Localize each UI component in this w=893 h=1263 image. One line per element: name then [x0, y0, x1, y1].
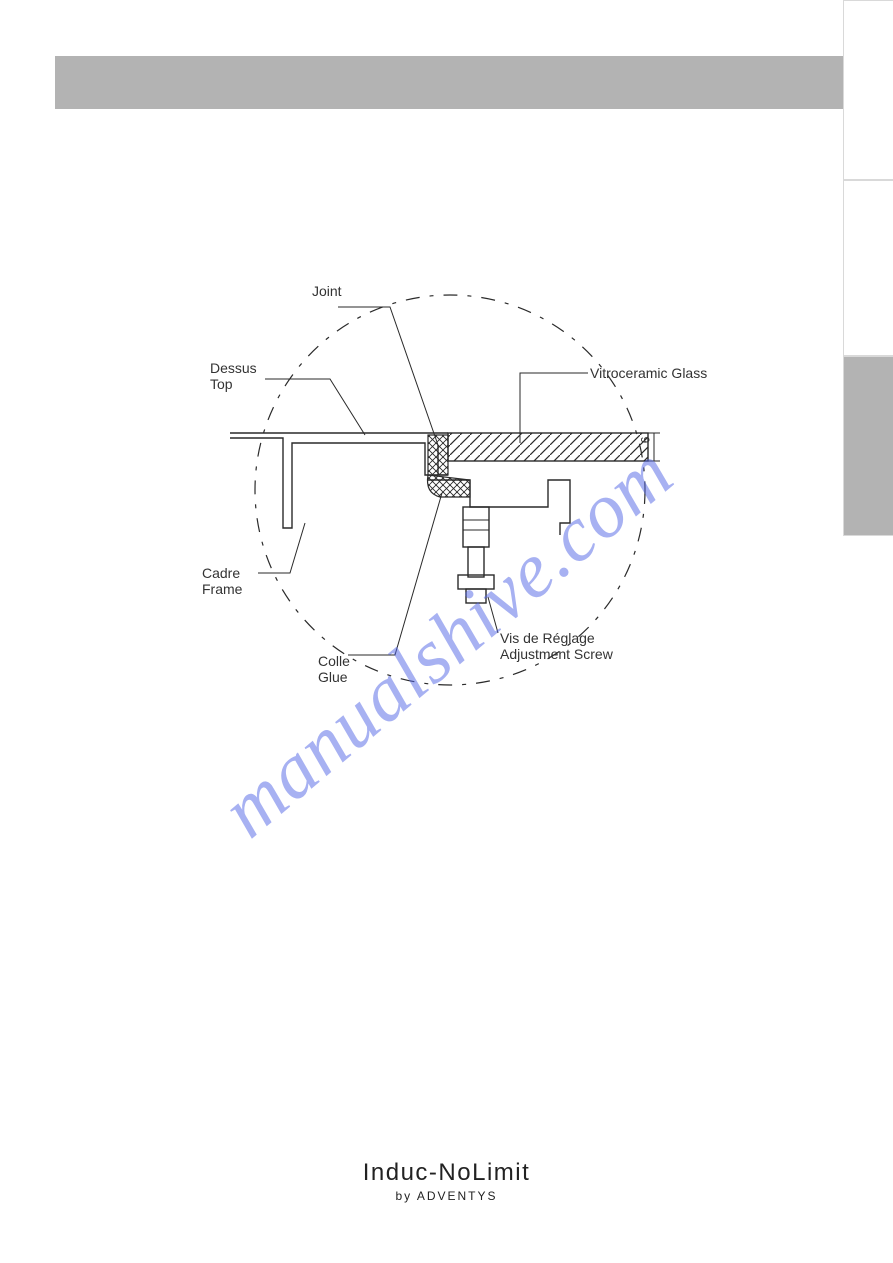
footer-brand: Induc-NoLimit by ADVENTYS	[0, 1159, 893, 1203]
side-tab-2	[843, 180, 893, 356]
diagram-svg	[170, 275, 730, 705]
brand-byline: by ADVENTYS	[0, 1189, 893, 1203]
page: Joint Dessus Top Vitroceramic Glass Cadr…	[0, 0, 893, 1263]
label-thickness: 6	[639, 437, 653, 444]
glue-section	[428, 475, 471, 497]
adjustment-screw	[458, 507, 494, 603]
joint-section	[428, 435, 448, 475]
label-screw: Vis de Réglage Adjustment Screw	[500, 630, 613, 662]
cross-section-diagram: Joint Dessus Top Vitroceramic Glass Cadr…	[170, 275, 730, 705]
brand-name: Induc-NoLimit	[0, 1159, 893, 1187]
side-tab-1	[843, 0, 893, 180]
label-top: Dessus Top	[210, 360, 257, 392]
header-bar	[55, 56, 843, 109]
label-joint: Joint	[312, 283, 342, 299]
glass-section	[448, 433, 648, 461]
side-tab-3-active	[843, 356, 893, 536]
label-frame: Cadre Frame	[202, 565, 242, 597]
label-glue: Colle Glue	[318, 653, 350, 685]
label-glass: Vitroceramic Glass	[590, 365, 707, 381]
